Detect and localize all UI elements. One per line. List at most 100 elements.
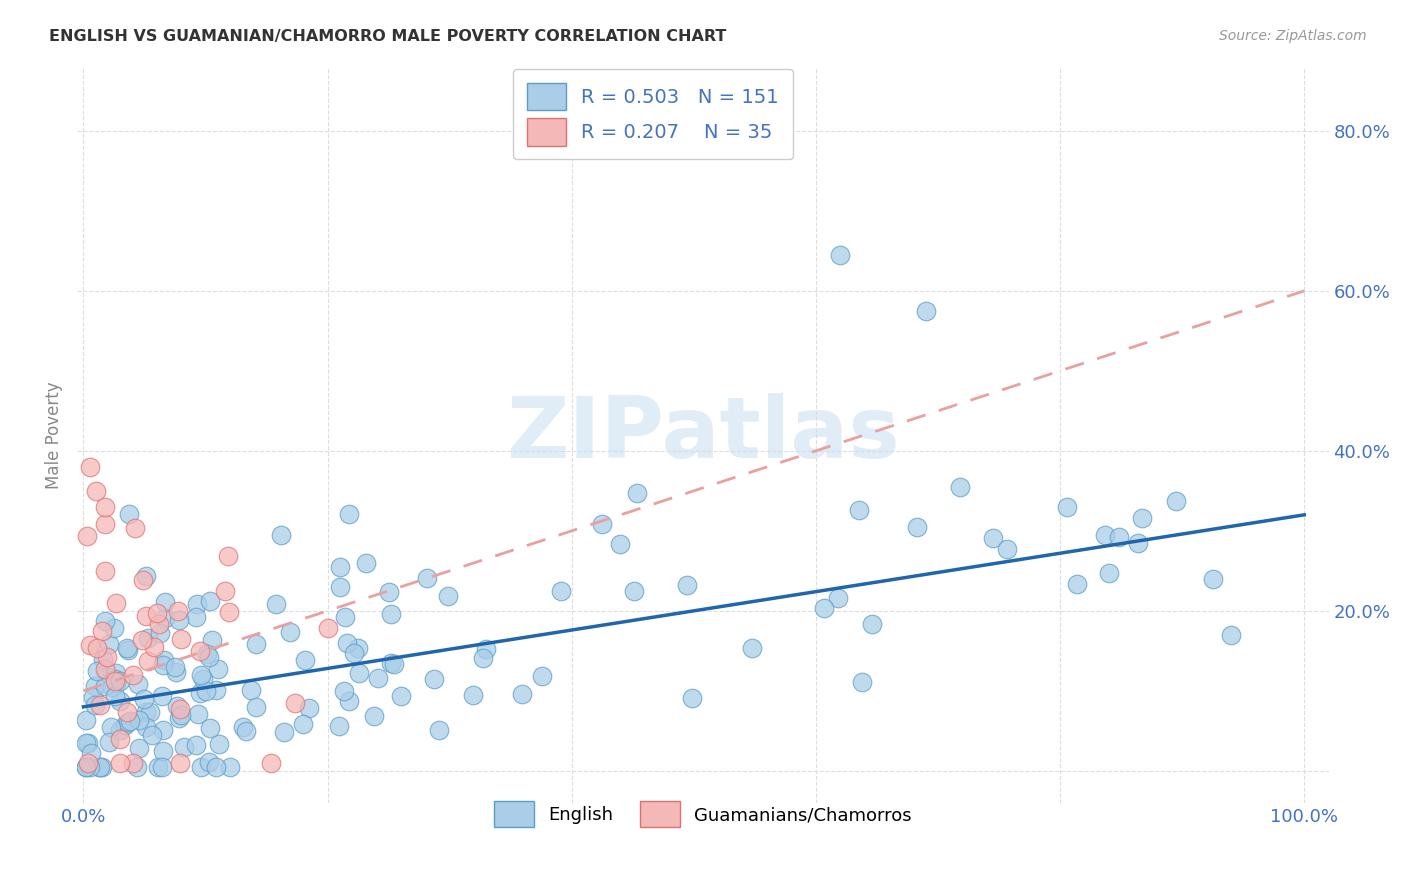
Point — [184, 738, 207, 752]
Point — [264, 597, 287, 611]
Point — [169, 708, 191, 723]
Point — [382, 657, 405, 672]
Point — [190, 760, 212, 774]
Point — [79, 638, 101, 652]
Point — [135, 569, 157, 583]
Point — [437, 589, 460, 603]
Point — [114, 718, 136, 732]
Point — [512, 687, 534, 701]
Point — [270, 528, 292, 542]
Point — [389, 689, 412, 703]
Point — [89, 760, 111, 774]
Point — [195, 684, 218, 698]
Point — [104, 666, 127, 681]
Text: Source: ZipAtlas.com: Source: ZipAtlas.com — [1219, 29, 1367, 44]
Point — [328, 719, 350, 733]
Point — [132, 691, 155, 706]
Point — [118, 508, 141, 522]
Point — [131, 633, 153, 648]
Point — [1056, 500, 1078, 514]
Point — [851, 675, 873, 690]
Point — [101, 680, 124, 694]
Point — [623, 584, 645, 599]
Point — [128, 740, 150, 755]
Point — [530, 669, 553, 683]
Point — [949, 480, 972, 494]
Point — [188, 644, 211, 658]
Point — [741, 641, 763, 656]
Point — [117, 642, 139, 657]
Point — [297, 700, 319, 714]
Point — [108, 694, 131, 708]
Point — [316, 621, 339, 635]
Point — [240, 683, 263, 698]
Point — [173, 740, 195, 755]
Point — [681, 690, 703, 705]
Point — [103, 674, 125, 689]
Point — [108, 731, 131, 746]
Point — [200, 721, 222, 735]
Point — [79, 760, 101, 774]
Point — [152, 744, 174, 758]
Point — [591, 516, 613, 531]
Point — [143, 640, 166, 655]
Point — [75, 760, 97, 774]
Point — [135, 705, 157, 719]
Point — [96, 665, 118, 679]
Point — [191, 673, 214, 687]
Point — [380, 656, 402, 670]
Point — [152, 723, 174, 738]
Point — [80, 746, 103, 760]
Point — [124, 521, 146, 535]
Point — [165, 665, 187, 680]
Point — [337, 694, 360, 708]
Point — [98, 637, 121, 651]
Point — [198, 650, 221, 665]
Point — [76, 529, 98, 543]
Point — [75, 736, 97, 750]
Point — [103, 621, 125, 635]
Point — [141, 728, 163, 742]
Point — [294, 653, 316, 667]
Point — [245, 700, 267, 714]
Point — [830, 248, 852, 262]
Point — [333, 683, 356, 698]
Point — [427, 723, 450, 738]
Point — [1094, 528, 1116, 542]
Point — [423, 673, 446, 687]
Point — [860, 616, 883, 631]
Point — [218, 549, 240, 564]
Point — [218, 760, 240, 774]
Point — [170, 632, 193, 646]
Point — [153, 594, 176, 608]
Point — [108, 674, 131, 689]
Legend: English, Guamanians/Chamorros: English, Guamanians/Chamorros — [486, 794, 920, 834]
Point — [1166, 494, 1188, 508]
Point — [188, 685, 211, 699]
Point — [609, 537, 631, 551]
Point — [204, 683, 226, 698]
Point — [848, 502, 870, 516]
Point — [195, 647, 218, 661]
Point — [149, 626, 172, 640]
Point — [89, 760, 111, 774]
Point — [84, 483, 107, 498]
Point — [415, 571, 437, 585]
Y-axis label: Male Poverty: Male Poverty — [45, 381, 63, 489]
Point — [75, 713, 97, 727]
Point — [167, 710, 190, 724]
Point — [363, 709, 385, 723]
Point — [108, 756, 131, 770]
Point — [472, 651, 495, 665]
Point — [329, 560, 352, 574]
Point — [97, 735, 120, 749]
Point — [186, 598, 208, 612]
Point — [187, 706, 209, 721]
Point — [337, 507, 360, 521]
Point — [214, 583, 236, 598]
Point — [117, 715, 139, 730]
Point — [93, 679, 115, 693]
Point — [1108, 530, 1130, 544]
Text: ENGLISH VS GUAMANIAN/CHAMORRO MALE POVERTY CORRELATION CHART: ENGLISH VS GUAMANIAN/CHAMORRO MALE POVER… — [49, 29, 727, 45]
Point — [94, 516, 117, 531]
